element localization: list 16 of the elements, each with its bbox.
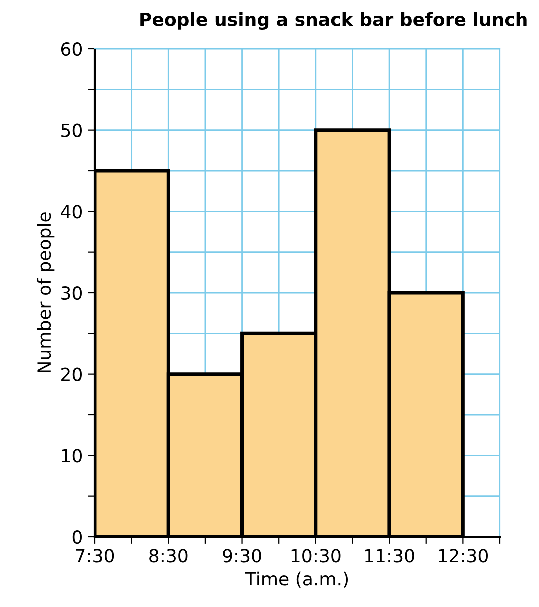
x-tick-label: 10:30 (292, 549, 341, 563)
y-tick-label: 50 (62, 124, 82, 138)
y-tick-label: 0 (72, 530, 82, 544)
y-tick-label: 40 (61, 205, 82, 219)
y-tick-label: 30 (62, 286, 82, 300)
y-tick-label: 10 (62, 449, 82, 463)
x-tick-label: 7:30 (76, 549, 114, 563)
x-tick-label: 11:30 (366, 549, 414, 563)
x-tick-label: 9:30 (223, 549, 262, 563)
x-tick-label: 8:30 (150, 549, 188, 563)
x-tick-label: 12:30 (439, 549, 488, 563)
y-axis-title: Number of people (37, 212, 55, 373)
x-axis-title: Time (a.m.) (245, 572, 348, 588)
chart-title: People using a snack bar before lunch (140, 12, 527, 30)
y-tick-label: 20 (62, 368, 82, 382)
y-tick-label: 60 (61, 42, 82, 56)
